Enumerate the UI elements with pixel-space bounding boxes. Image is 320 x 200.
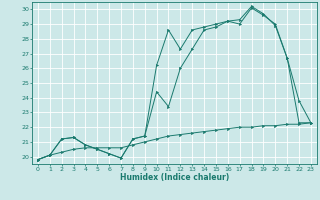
X-axis label: Humidex (Indice chaleur): Humidex (Indice chaleur) [120, 173, 229, 182]
